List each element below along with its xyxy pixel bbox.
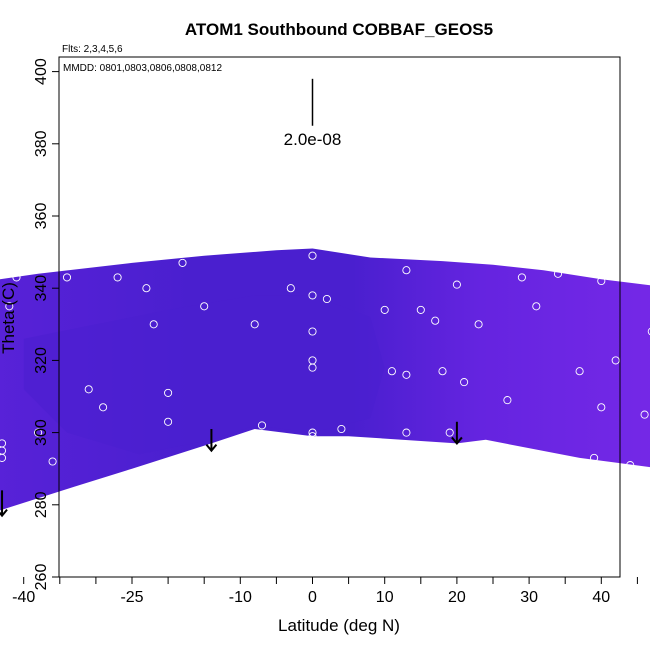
- chart-title: ATOM1 Southbound COBBAF_GEOS5: [185, 20, 493, 39]
- wind-arrow: [205, 428, 218, 453]
- y-axis: 260 280 300 320 340 360 380 400: [33, 58, 59, 590]
- data-point: [308, 251, 317, 260]
- wind-arrows: [0, 421, 463, 518]
- data-point: [178, 258, 187, 267]
- data-point: [474, 320, 483, 329]
- y-tick-label: 340: [33, 275, 50, 302]
- data-point: [402, 428, 411, 437]
- data-point: [149, 320, 158, 329]
- wind-arrow-head: [0, 508, 8, 518]
- data-point: [575, 367, 584, 376]
- data-point: [452, 280, 461, 289]
- data-point: [647, 327, 650, 336]
- wind-arrow-head: [205, 444, 218, 453]
- data-point: [640, 410, 649, 419]
- curtain-core: [23, 295, 385, 455]
- data-point: [460, 378, 469, 387]
- flights-note: Flts: 2,3,4,5,6: [62, 44, 123, 55]
- x-tick-label: -10: [229, 589, 252, 606]
- data-point: [402, 370, 411, 379]
- data-point: [99, 403, 108, 412]
- y-tick-label: 320: [33, 347, 50, 374]
- dates-note: MMDD: 0801,0803,0806,0808,0812: [63, 63, 222, 74]
- data-point: [380, 305, 389, 314]
- wind-arrow: [0, 490, 8, 518]
- x-axis: -70-55-40-25-1001020304050607080: [12, 577, 638, 606]
- y-tick-label: 400: [33, 58, 50, 85]
- data-point: [113, 273, 122, 282]
- x-axis-label: Latitude (deg N): [278, 616, 400, 635]
- data-point: [200, 302, 209, 311]
- data-point: [431, 316, 440, 325]
- data-point: [308, 291, 317, 300]
- data-points: [0, 251, 650, 470]
- data-point: [416, 305, 425, 314]
- data-point: [517, 273, 526, 282]
- y-tick-label: 360: [33, 203, 50, 230]
- data-point: [250, 320, 259, 329]
- data-point: [5, 302, 14, 311]
- y-tick-label: 260: [33, 564, 50, 591]
- data-point: [164, 388, 173, 397]
- wind-arrow: [451, 421, 463, 445]
- data-point: [337, 424, 346, 434]
- y-tick-label: 380: [33, 130, 50, 157]
- wind-arrow-head: [451, 436, 463, 445]
- data-point: [164, 417, 173, 426]
- data-point: [308, 432, 317, 441]
- data-point: [503, 396, 512, 405]
- data-point: [286, 284, 295, 293]
- x-tick-label: -25: [120, 589, 143, 606]
- data-point: [387, 367, 396, 376]
- data-point: [62, 273, 72, 282]
- data-point: [192, 457, 202, 466]
- data-point: [84, 385, 93, 394]
- y-tick-label: 280: [33, 491, 50, 518]
- x-tick-label: 30: [520, 589, 538, 606]
- data-point: [12, 273, 21, 282]
- curtain-field: [0, 248, 650, 511]
- data-point: [308, 363, 317, 372]
- x-tick-label: 40: [592, 589, 610, 606]
- x-tick-label: 10: [376, 589, 394, 606]
- data-point: [34, 428, 43, 437]
- data-point: [142, 284, 151, 293]
- x-tick-label: 20: [448, 589, 466, 606]
- data-point: [257, 421, 267, 430]
- y-tick-label: 300: [33, 419, 50, 446]
- data-point: [597, 276, 606, 286]
- data-point: [308, 428, 317, 437]
- data-point: [48, 457, 57, 466]
- scale-bar: 2.0e-08: [284, 78, 342, 149]
- plot-area: 2.0e-08 MMDD: 0801,0803,0806,0808,0812: [0, 56, 650, 578]
- data-point: [438, 367, 447, 376]
- data-point: [597, 403, 606, 412]
- data-point: [553, 269, 563, 278]
- data-point: [322, 294, 331, 304]
- scale-bar-label: 2.0e-08: [284, 130, 342, 149]
- data-point: [590, 453, 599, 462]
- x-tick-label: -40: [12, 589, 35, 606]
- x-tick-label: 0: [308, 589, 317, 606]
- y-axis-label: Theta (C): [0, 282, 18, 354]
- data-point: [445, 428, 454, 437]
- data-point: [626, 461, 635, 470]
- data-point: [0, 453, 7, 462]
- data-point: [611, 356, 620, 365]
- data-point: [532, 302, 541, 311]
- data-point: [308, 327, 317, 336]
- plot-frame: [58, 56, 621, 578]
- data-point: [0, 439, 7, 448]
- data-point: [402, 266, 411, 275]
